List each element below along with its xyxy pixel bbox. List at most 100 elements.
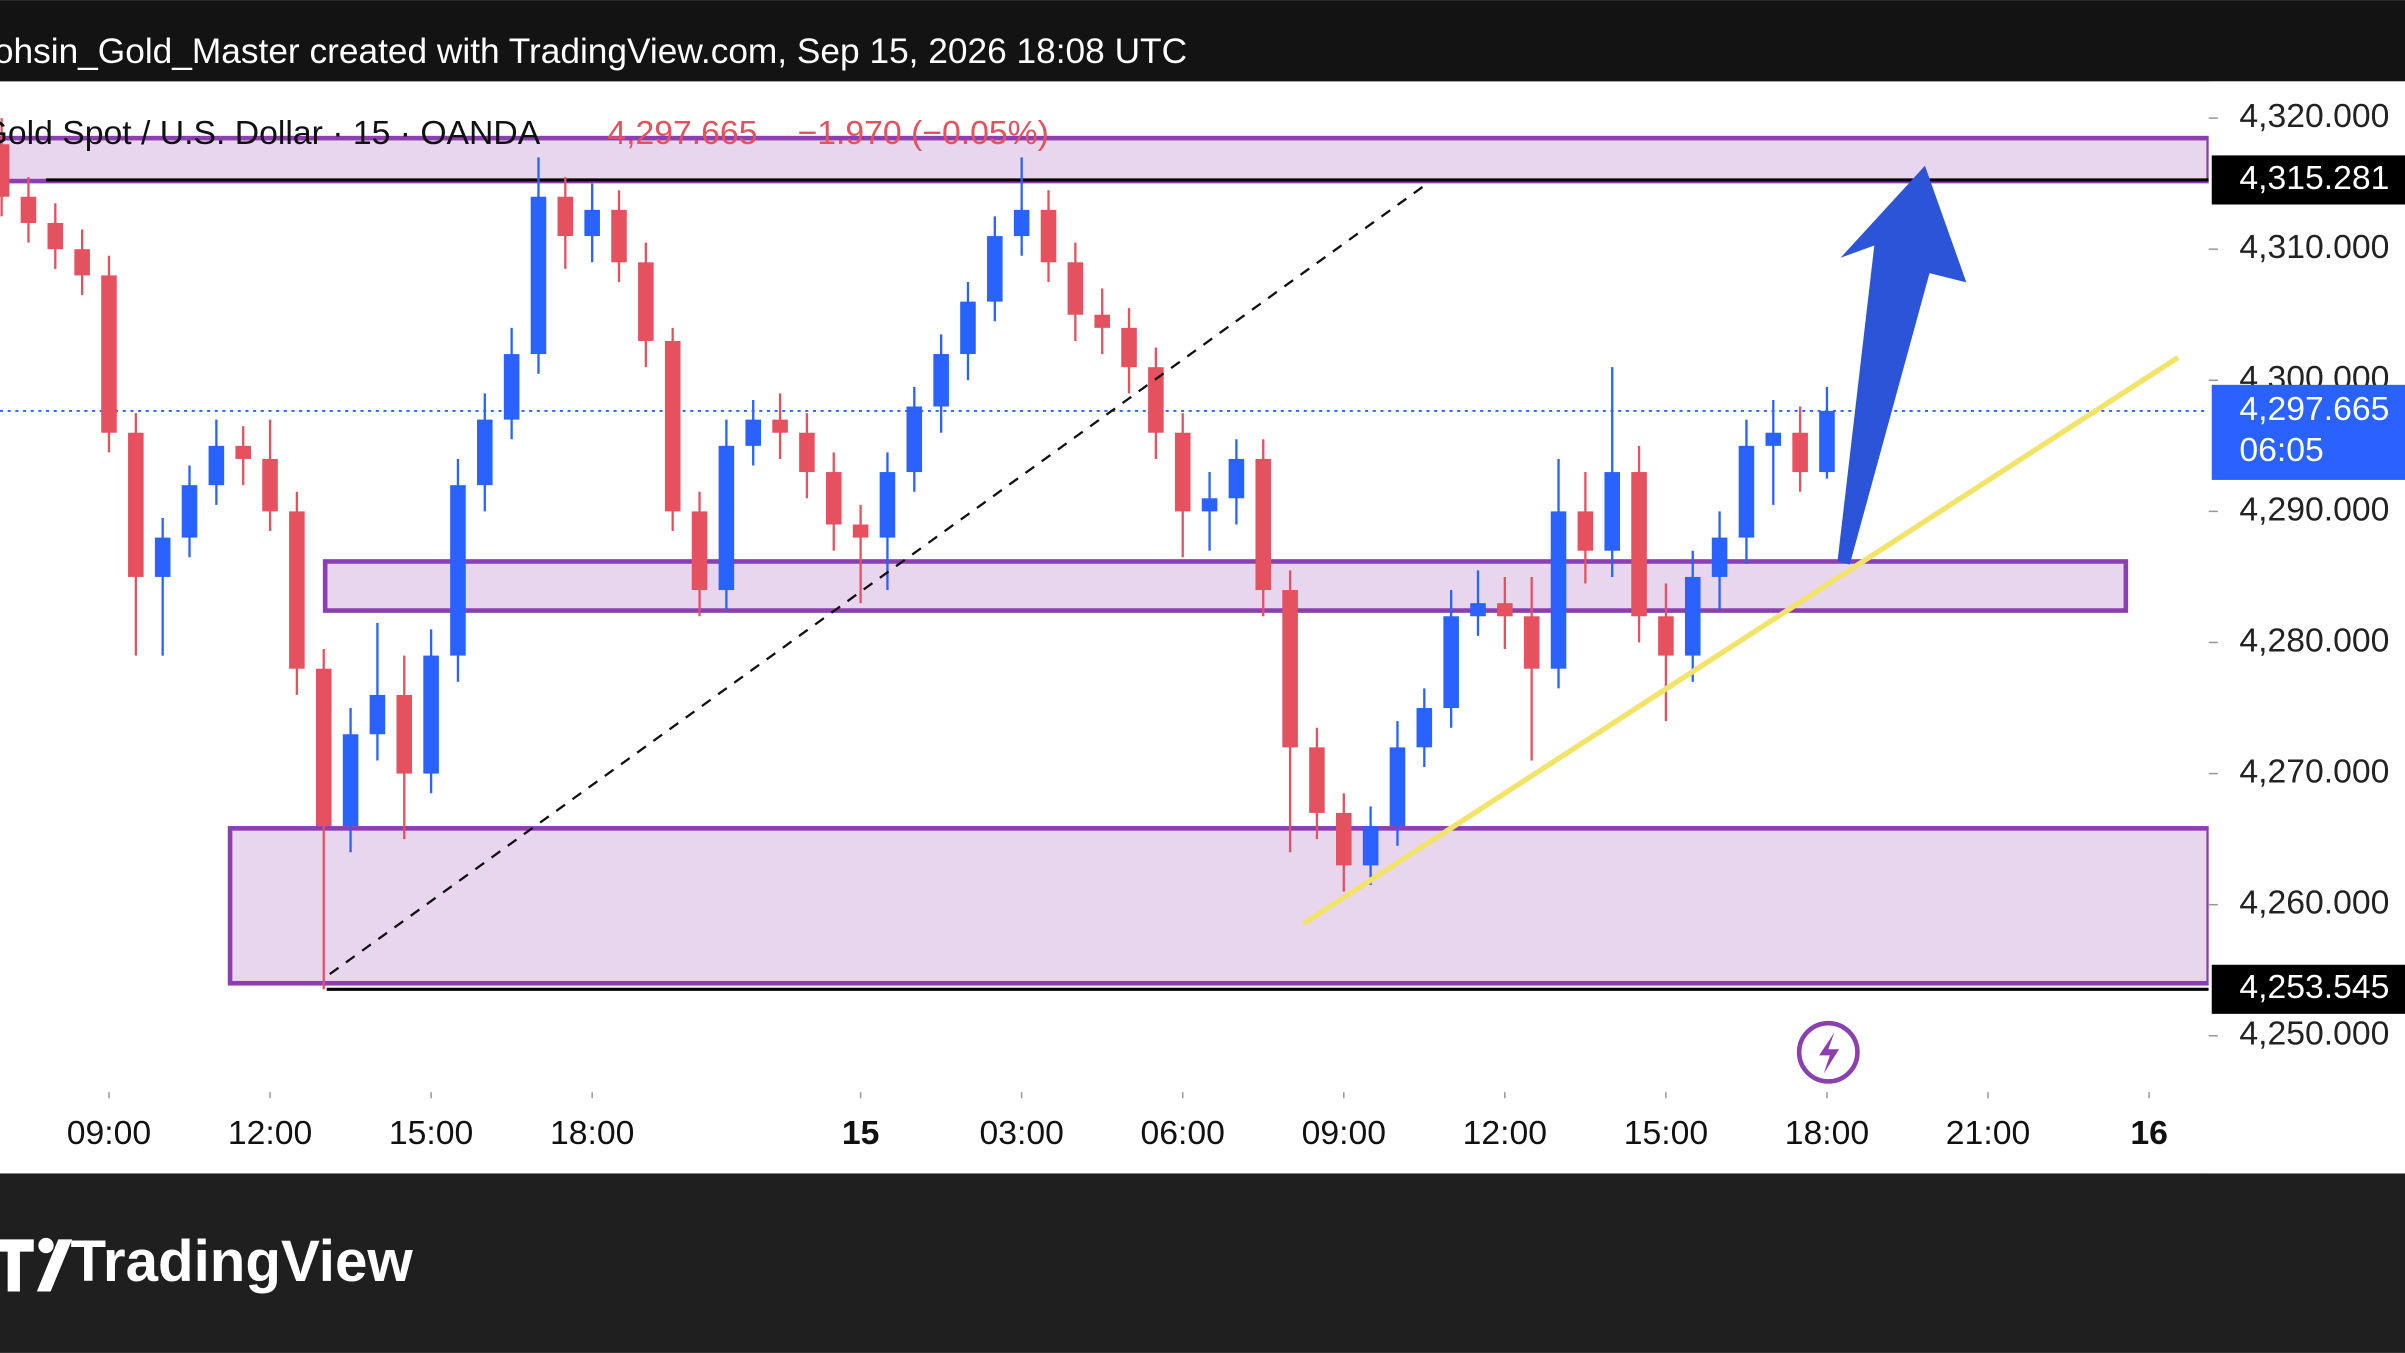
candle-body	[1711, 537, 1728, 577]
candle-body	[1174, 432, 1191, 512]
candle-body	[503, 354, 520, 420]
x-tick-label: 09:00	[1302, 1114, 1386, 1152]
candle-body	[1094, 314, 1110, 328]
candle-body	[1658, 616, 1674, 656]
candle-body	[691, 511, 708, 591]
y-tick-label: 4,260.000	[2239, 884, 2389, 922]
candle-body	[47, 222, 64, 250]
candle-body	[1550, 511, 1567, 669]
candle-body	[315, 668, 332, 827]
x-tick-label: 15:00	[389, 1114, 473, 1152]
y-tick-label: 4,290.000	[2239, 490, 2389, 528]
last-price-bg	[2211, 384, 2405, 480]
trend-line	[1302, 355, 2180, 926]
candle-body	[960, 301, 976, 355]
y-tick-label: 4,320.000	[2239, 97, 2389, 135]
candle-body	[1040, 209, 1057, 263]
candle-body	[906, 406, 923, 473]
candle-body	[1819, 410, 1835, 473]
alert-bolt	[1819, 1032, 1840, 1074]
x-tick-label: 03:00	[979, 1114, 1063, 1152]
candle-body	[1148, 367, 1164, 433]
y-tick-label: 4,250.000	[2239, 1015, 2389, 1053]
x-tick-label: 12:00	[1463, 1114, 1547, 1152]
candle-body	[987, 236, 1003, 302]
candle-body	[1121, 327, 1137, 368]
x-tick-label: 15	[842, 1114, 880, 1152]
x-tick-label: 16	[2130, 1114, 2168, 1152]
candle-body	[772, 419, 788, 433]
top-bar	[0, 0, 2405, 82]
credit: ohsin_Gold_Master created with TradingVi…	[0, 32, 1187, 71]
candle-body	[664, 340, 681, 512]
axes: 4,250.000 4,260.000 4,270.000 4,280.000 4,29…	[67, 97, 2405, 1152]
logo	[0, 1239, 73, 1292]
x-tick-label: 12:00	[228, 1114, 312, 1152]
candle-body	[450, 485, 466, 656]
candle-body	[745, 419, 762, 446]
last-price-label: 4,297.665	[2239, 390, 2389, 428]
candle-body	[289, 511, 305, 669]
candle-body	[1416, 708, 1433, 748]
price-label-bg	[2211, 155, 2405, 205]
plot	[0, 118, 2209, 991]
candle-body	[128, 432, 144, 577]
drawings-top	[329, 165, 2180, 1084]
candle-body	[1523, 616, 1540, 669]
candle-body	[235, 445, 251, 459]
candle-body	[74, 249, 90, 276]
candle-body	[1765, 432, 1782, 446]
last-price-text: 4,297.665	[607, 114, 757, 152]
footer-bar	[0, 1173, 2405, 1353]
candle-body	[396, 694, 413, 774]
candle-body	[369, 694, 386, 735]
candle-body	[1792, 432, 1808, 473]
x-tick-label: 09:00	[67, 1114, 151, 1152]
symbol: Gold Spot / U.S. Dollar · 15 · OANDA	[0, 114, 541, 152]
candle-body	[1631, 472, 1647, 617]
candle-body	[1282, 590, 1298, 748]
candle-body	[1362, 826, 1379, 866]
candle-body	[1443, 616, 1459, 709]
candle-body	[1604, 472, 1620, 551]
candle-body	[611, 209, 627, 263]
candle-body	[1389, 747, 1406, 827]
candle-body	[101, 275, 117, 433]
candle-body	[342, 734, 359, 827]
candle-body	[477, 419, 493, 486]
change: −1.970 (−0.05%)	[798, 114, 1049, 152]
candle-body	[584, 209, 600, 237]
candle-body	[208, 445, 225, 486]
candle-body	[933, 354, 949, 407]
trend-line	[329, 183, 1428, 975]
candle-body	[262, 458, 278, 512]
candle-body	[154, 537, 171, 577]
candle-body	[1013, 209, 1030, 237]
x-tick-label: 21:00	[1946, 1114, 2030, 1152]
price-label: 4,315.281	[2239, 159, 2389, 197]
alert-icon	[1796, 1020, 1860, 1084]
candle-body	[1228, 458, 1245, 499]
y-tick-label: 4,270.000	[2239, 752, 2389, 790]
candle-body	[1255, 458, 1272, 591]
price-label: 4,253.545	[2239, 968, 2389, 1006]
candle-body	[1335, 812, 1352, 866]
candle-body	[530, 196, 547, 355]
x-tick-label: 18:00	[1785, 1114, 1869, 1152]
candle-body	[1684, 576, 1701, 656]
candle-body	[852, 524, 869, 538]
arrow	[1837, 165, 1967, 565]
countdown: 06:05	[2239, 431, 2323, 469]
brand: TradingView	[71, 1229, 414, 1294]
candle-body	[879, 472, 896, 538]
y-tick-label: 4,280.000	[2239, 621, 2389, 659]
candle-body	[799, 432, 815, 473]
candle-body	[1577, 511, 1594, 551]
x-tick-label: 15:00	[1624, 1114, 1708, 1152]
candle-body	[718, 445, 735, 591]
candle-body	[181, 485, 198, 538]
candle-body	[20, 196, 37, 223]
price-label-bg	[2211, 964, 2405, 1014]
